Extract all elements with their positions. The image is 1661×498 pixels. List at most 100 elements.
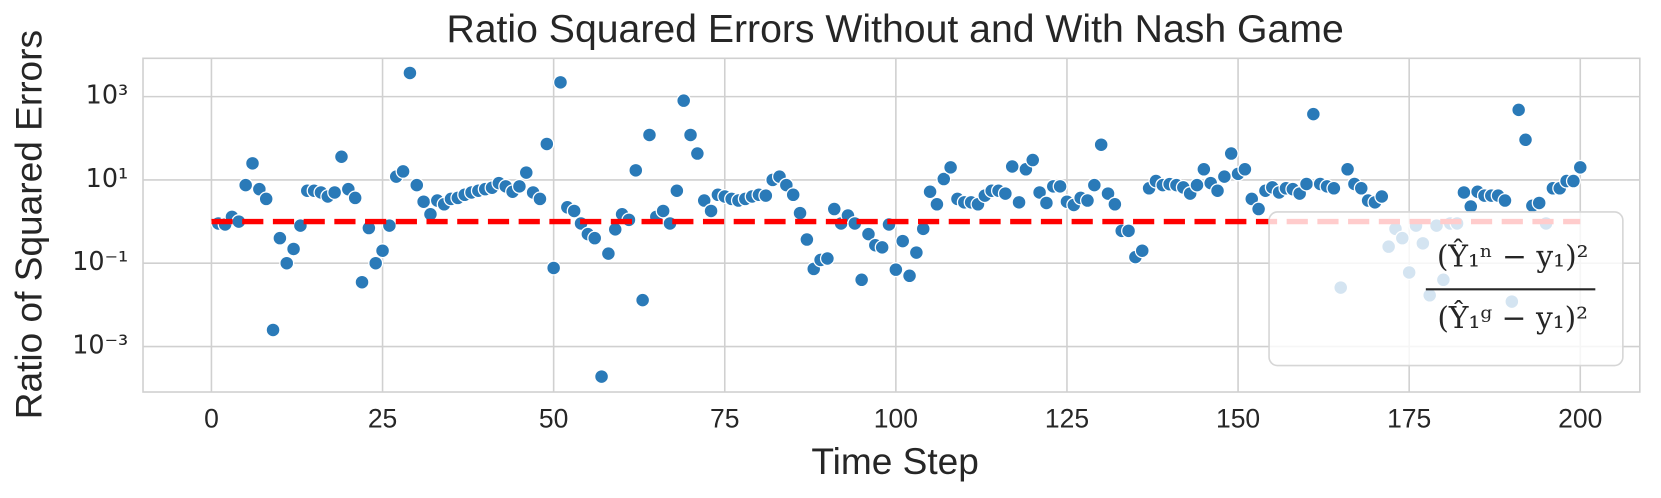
point: [655, 203, 671, 219]
point: [641, 127, 657, 143]
point: [676, 93, 692, 109]
point: [594, 369, 610, 385]
point: [416, 194, 432, 210]
point: [1237, 161, 1253, 177]
point: [854, 272, 870, 288]
point: [402, 65, 418, 81]
legend-numerator: (Ŷ₁ⁿ − y₁)²: [1437, 239, 1589, 274]
point: [1038, 195, 1054, 211]
point: [511, 178, 527, 194]
point: [799, 232, 815, 248]
point: [347, 190, 363, 206]
point: [1251, 201, 1267, 217]
point: [1572, 159, 1588, 175]
x-tick-label: 50: [539, 404, 568, 434]
point: [539, 136, 555, 152]
point: [1517, 132, 1534, 148]
point: [1353, 180, 1369, 196]
point: [1456, 184, 1472, 200]
point: [279, 255, 295, 271]
x-tick-label: 150: [1216, 404, 1260, 434]
point: [1216, 169, 1232, 185]
legend: (Ŷ₁ⁿ − y₁)² (Ŷ₁ᵍ − y₁)²: [1268, 211, 1624, 367]
point: [409, 177, 425, 193]
point: [607, 221, 623, 237]
point: [1004, 158, 1020, 175]
x-tick-label: 100: [874, 404, 918, 434]
x-tick-label: 75: [710, 404, 739, 434]
point: [286, 241, 302, 257]
point: [943, 159, 959, 175]
point: [683, 127, 699, 143]
point: [238, 177, 254, 193]
y-tick-label: 10⁻³: [72, 330, 128, 360]
point: [1497, 193, 1513, 209]
point: [1340, 161, 1356, 177]
point: [1531, 195, 1547, 211]
point: [1326, 180, 1342, 196]
point: [1121, 223, 1137, 239]
point: [997, 186, 1013, 202]
point: [1305, 106, 1321, 122]
point: [826, 201, 842, 217]
point: [546, 260, 562, 276]
point: [696, 193, 712, 209]
point: [368, 255, 384, 271]
x-tick-label: 25: [368, 404, 397, 434]
point: [785, 187, 801, 203]
point: [1032, 184, 1048, 200]
point: [1134, 243, 1150, 259]
point: [669, 183, 685, 199]
y-tick-label: 10⁻¹: [72, 246, 128, 276]
point: [354, 274, 370, 290]
point: [1196, 161, 1212, 177]
point: [635, 292, 651, 308]
point: [327, 184, 343, 200]
x-tick-label: 175: [1387, 404, 1431, 434]
point: [1107, 196, 1123, 212]
point: [272, 230, 288, 246]
point: [1025, 152, 1041, 168]
point: [1374, 188, 1390, 205]
point: [258, 191, 274, 207]
y-tick-label: 10³: [86, 80, 129, 110]
y-tick-label: 10¹: [86, 163, 129, 193]
point: [265, 322, 281, 338]
point: [1086, 177, 1102, 193]
point: [895, 233, 911, 249]
point: [333, 149, 350, 165]
point: [244, 155, 261, 171]
point: [628, 162, 644, 178]
point: [1079, 193, 1096, 209]
point: [375, 243, 391, 259]
point: [532, 191, 548, 207]
x-tick-label: 200: [1558, 404, 1602, 434]
point: [552, 74, 569, 90]
point: [860, 226, 877, 242]
chart-title: Ratio Squared Errors Without and With Na…: [446, 8, 1343, 51]
point: [874, 239, 890, 255]
point: [758, 188, 774, 204]
point: [922, 184, 938, 200]
x-tick-label: 0: [204, 404, 219, 434]
point: [1093, 137, 1109, 153]
point: [1298, 176, 1315, 192]
point: [518, 165, 534, 181]
point: [936, 171, 952, 187]
point: [566, 203, 582, 219]
point: [902, 268, 918, 284]
point: [1011, 194, 1027, 210]
point: [1223, 146, 1239, 162]
point: [703, 203, 719, 219]
x-axis-label: Time Step: [811, 440, 979, 482]
point: [888, 262, 904, 278]
point: [600, 246, 616, 262]
point: [1210, 183, 1226, 199]
point: [1565, 173, 1581, 189]
grid: [143, 58, 1640, 393]
x-tick-label: 125: [1045, 404, 1089, 434]
point: [819, 250, 835, 267]
point: [792, 205, 808, 221]
point: [929, 196, 945, 212]
